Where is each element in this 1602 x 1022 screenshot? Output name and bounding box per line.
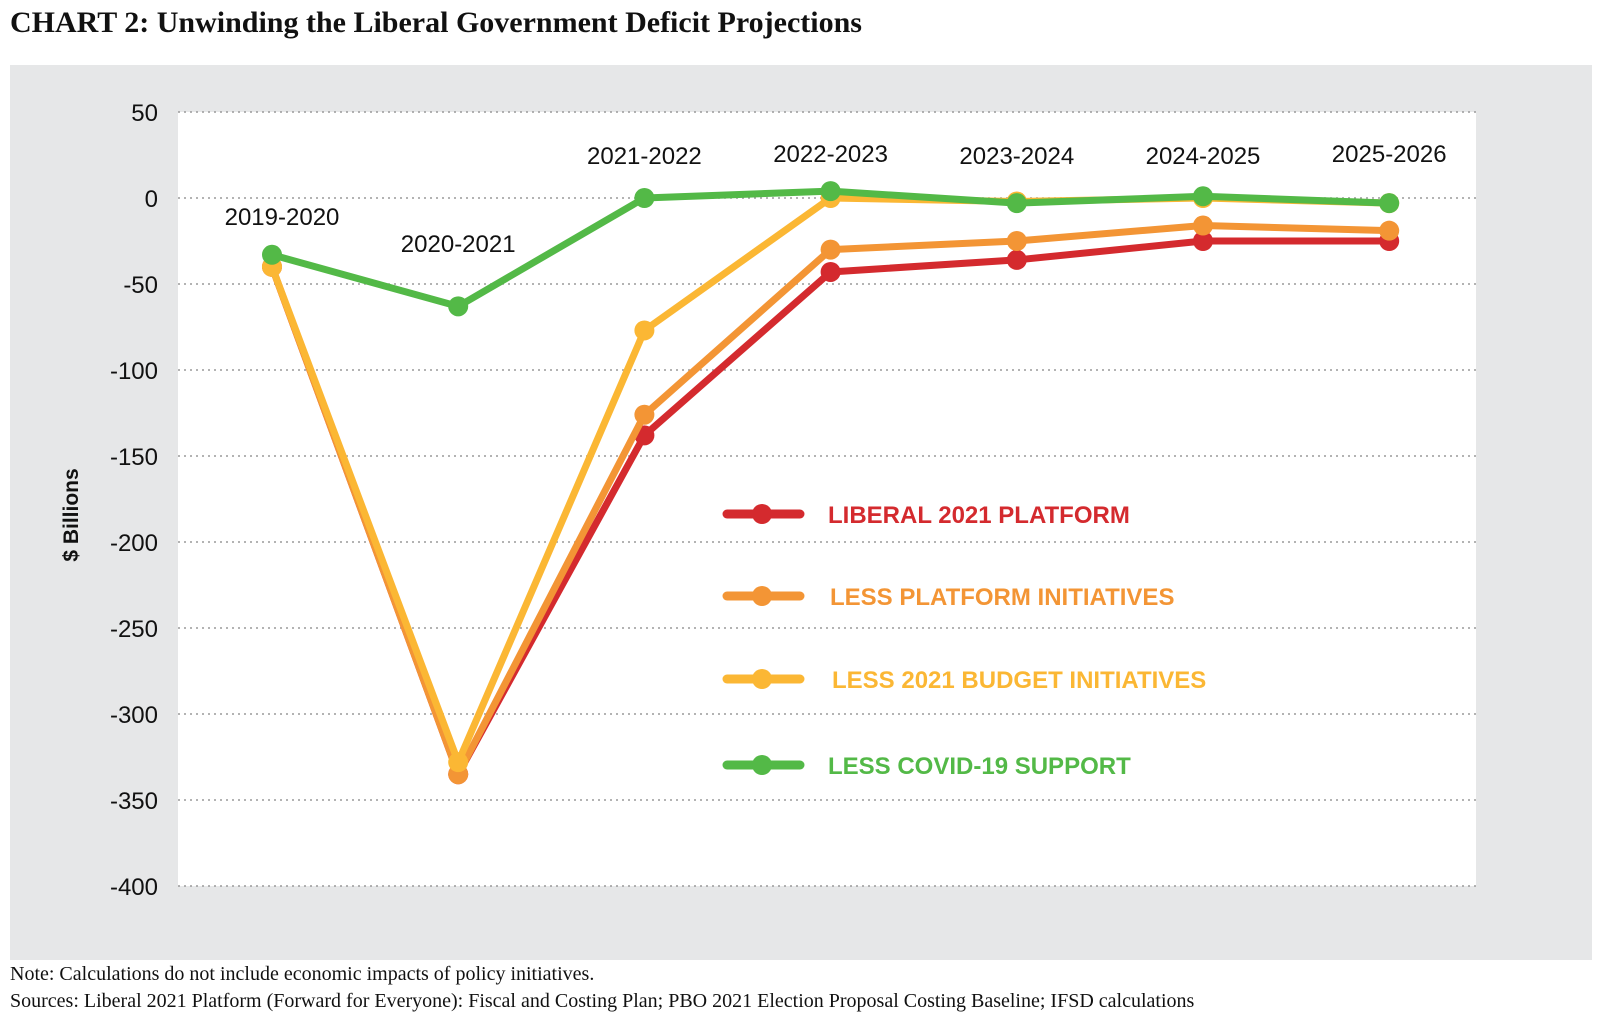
data-point xyxy=(1193,215,1213,236)
y-axis-label: $ Billions xyxy=(60,468,83,561)
category-label: 2024-2025 xyxy=(1146,143,1261,170)
category-labels: 2019-2020 2020-2021 2021-2022 2022-2023 2023… xyxy=(225,141,1447,258)
category-label: 2019-2020 xyxy=(225,204,340,231)
data-point xyxy=(634,404,655,425)
data-point xyxy=(448,296,469,317)
data-point xyxy=(1193,231,1213,251)
y-tick-label: -100 xyxy=(110,358,158,385)
chart-sources: Sources: Liberal 2021 Platform (Forward … xyxy=(10,990,1195,1012)
chart-title: CHART 2: Unwinding the Liberal Governmen… xyxy=(10,6,862,39)
legend-marker xyxy=(752,504,772,524)
line-chart: 50 0 -50 -100 -150 -200 -250 -300 -350 -400 $ Bil… xyxy=(60,100,1476,901)
legend-item: LESS COVID-19 SUPPORT xyxy=(722,753,1131,780)
legend-label: LESS 2021 BUDGET INITIATIVES xyxy=(832,667,1206,694)
category-label: 2020-2021 xyxy=(401,231,516,258)
y-tick-label: -250 xyxy=(110,616,158,643)
data-point xyxy=(1006,249,1027,270)
y-tick-label: -50 xyxy=(123,272,158,299)
y-tick-label: -300 xyxy=(110,702,158,729)
data-point xyxy=(820,181,841,202)
data-point xyxy=(1379,220,1400,241)
category-label: 2022-2023 xyxy=(773,141,888,168)
legend-marker xyxy=(752,669,772,689)
y-axis: 50 0 -50 -100 -150 -200 -250 -300 -350 -400 xyxy=(110,100,158,901)
data-point xyxy=(634,320,655,341)
data-point xyxy=(820,239,841,260)
data-point xyxy=(1193,186,1213,207)
data-point xyxy=(448,752,469,773)
y-tick-label: -200 xyxy=(110,530,158,557)
legend-label: LIBERAL 2021 PLATFORM xyxy=(828,502,1130,529)
y-tick-label: -400 xyxy=(110,874,158,901)
data-point xyxy=(820,261,841,282)
y-tick-label: 50 xyxy=(131,100,158,127)
data-point xyxy=(634,188,655,208)
legend: LIBERAL 2021 PLATFORM LESS PLATFORM INITI… xyxy=(722,502,1206,780)
series-3 xyxy=(262,181,1400,317)
chart-note: Note: Calculations do not include econom… xyxy=(10,963,595,985)
legend-item: LESS 2021 BUDGET INITIATIVES xyxy=(722,667,1206,694)
legend-marker xyxy=(752,586,772,606)
legend-item: LIBERAL 2021 PLATFORM xyxy=(722,502,1130,529)
legend-item: LESS PLATFORM INITIATIVES xyxy=(722,584,1174,611)
legend-label: LESS PLATFORM INITIATIVES xyxy=(830,584,1174,611)
chart-panel: 50 0 -50 -100 -150 -200 -250 -300 -350 -400 $ Bil… xyxy=(10,65,1592,960)
y-tick-label: 0 xyxy=(145,186,158,213)
category-label: 2025-2026 xyxy=(1332,141,1447,168)
y-tick-label: -350 xyxy=(110,788,158,815)
y-tick-label: -150 xyxy=(110,444,158,471)
series-lines xyxy=(262,181,1400,785)
data-point xyxy=(262,244,282,265)
data-point xyxy=(1006,231,1027,251)
legend-marker xyxy=(752,755,772,775)
data-point xyxy=(1006,193,1027,214)
data-point xyxy=(1379,193,1400,214)
category-label: 2023-2024 xyxy=(959,143,1074,170)
category-label: 2021-2022 xyxy=(587,143,702,170)
legend-label: LESS COVID-19 SUPPORT xyxy=(828,753,1131,780)
